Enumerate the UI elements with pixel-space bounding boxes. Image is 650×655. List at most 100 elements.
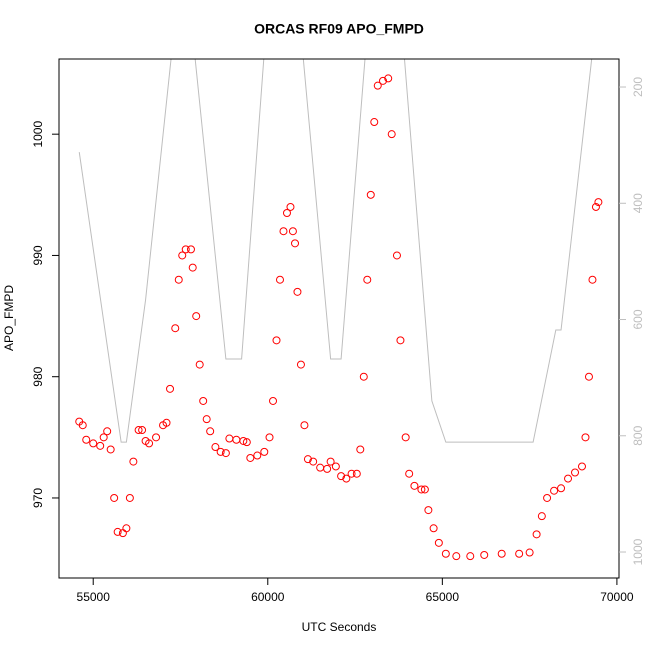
data-point [288, 227, 297, 236]
data-point [199, 396, 208, 405]
data-point [134, 426, 143, 435]
data-point [532, 530, 541, 539]
data-point [96, 441, 105, 450]
data-point [405, 469, 414, 478]
x-tick-label: 70000 [600, 590, 634, 604]
data-point [410, 481, 419, 490]
data-point [429, 524, 438, 533]
data-point [434, 538, 443, 547]
data-point [125, 493, 134, 502]
data-point [424, 506, 433, 515]
x-axis-label: UTC Seconds [302, 620, 377, 634]
data-point [99, 433, 108, 442]
data-point [162, 418, 171, 427]
data-point [363, 275, 372, 284]
data-point [452, 552, 461, 561]
data-point [378, 76, 387, 85]
data-point [387, 130, 396, 139]
data-point [401, 433, 410, 442]
y2-tick-label: 800 [631, 425, 645, 445]
data-point [300, 421, 309, 430]
data-point [181, 245, 190, 254]
data-point [359, 372, 368, 381]
y-tick-label: 970 [31, 488, 45, 508]
data-point [265, 433, 274, 442]
data-point [356, 445, 365, 454]
data-point [337, 472, 346, 481]
data-point [584, 372, 593, 381]
data-point [221, 449, 230, 458]
data-point [275, 275, 284, 284]
data-point [543, 493, 552, 502]
data-point [239, 436, 248, 445]
data-point [550, 486, 559, 495]
data-point [216, 447, 225, 456]
series-line [78, 59, 593, 443]
data-point [171, 324, 180, 333]
data-point [537, 512, 546, 521]
data-point [466, 552, 475, 561]
data-point [515, 549, 524, 558]
data-point [253, 451, 262, 460]
data-point [417, 485, 426, 494]
data-point [581, 433, 590, 442]
data-point [396, 336, 405, 345]
data-point [195, 360, 204, 369]
y2-tick-label: 400 [631, 193, 645, 213]
data-point [106, 445, 115, 454]
data-point [246, 453, 255, 462]
data-point [352, 469, 361, 478]
data-point [129, 457, 138, 466]
data-point [122, 524, 131, 533]
data-point [192, 312, 201, 321]
data-point [331, 462, 340, 471]
data-point [242, 438, 251, 447]
y-tick-label: 990 [31, 245, 45, 265]
y2-tick-label: 1000 [631, 538, 645, 565]
chart-title: ORCAS RF09 APO_FMPD [254, 21, 424, 37]
y-tick-label: 980 [31, 366, 45, 386]
data-point [370, 118, 379, 127]
data-point [293, 287, 302, 296]
data-point [110, 493, 119, 502]
x-tick-label: 60000 [251, 590, 285, 604]
data-point [480, 550, 489, 559]
data-point [577, 462, 586, 471]
y2-tick-label: 200 [631, 77, 645, 97]
data-point [89, 439, 98, 448]
data-point [557, 484, 566, 493]
data-point [564, 474, 573, 483]
data-point [296, 360, 305, 369]
data-point [497, 549, 506, 558]
data-point [291, 239, 300, 248]
data-point [113, 527, 122, 536]
data-point [152, 433, 161, 442]
data-point [279, 227, 288, 236]
data-point [82, 435, 91, 444]
data-point [272, 336, 281, 345]
data-point [373, 81, 382, 90]
data-point [571, 468, 580, 477]
data-point [309, 457, 318, 466]
data-point [588, 275, 597, 284]
data-point [420, 485, 429, 494]
data-point [260, 447, 269, 456]
y-tick-label: 1000 [31, 121, 45, 148]
data-point [384, 74, 393, 83]
x-tick-label: 55000 [77, 590, 111, 604]
plot-area [75, 59, 603, 561]
data-point [591, 202, 600, 211]
data-point [145, 439, 154, 448]
data-point [174, 275, 183, 284]
data-point [392, 251, 401, 260]
data-point [206, 427, 215, 436]
data-point [286, 202, 295, 211]
data-point [347, 469, 356, 478]
data-point [211, 443, 220, 452]
data-point [282, 209, 291, 218]
data-point [342, 474, 351, 483]
data-point [326, 457, 335, 466]
data-point [202, 415, 211, 424]
